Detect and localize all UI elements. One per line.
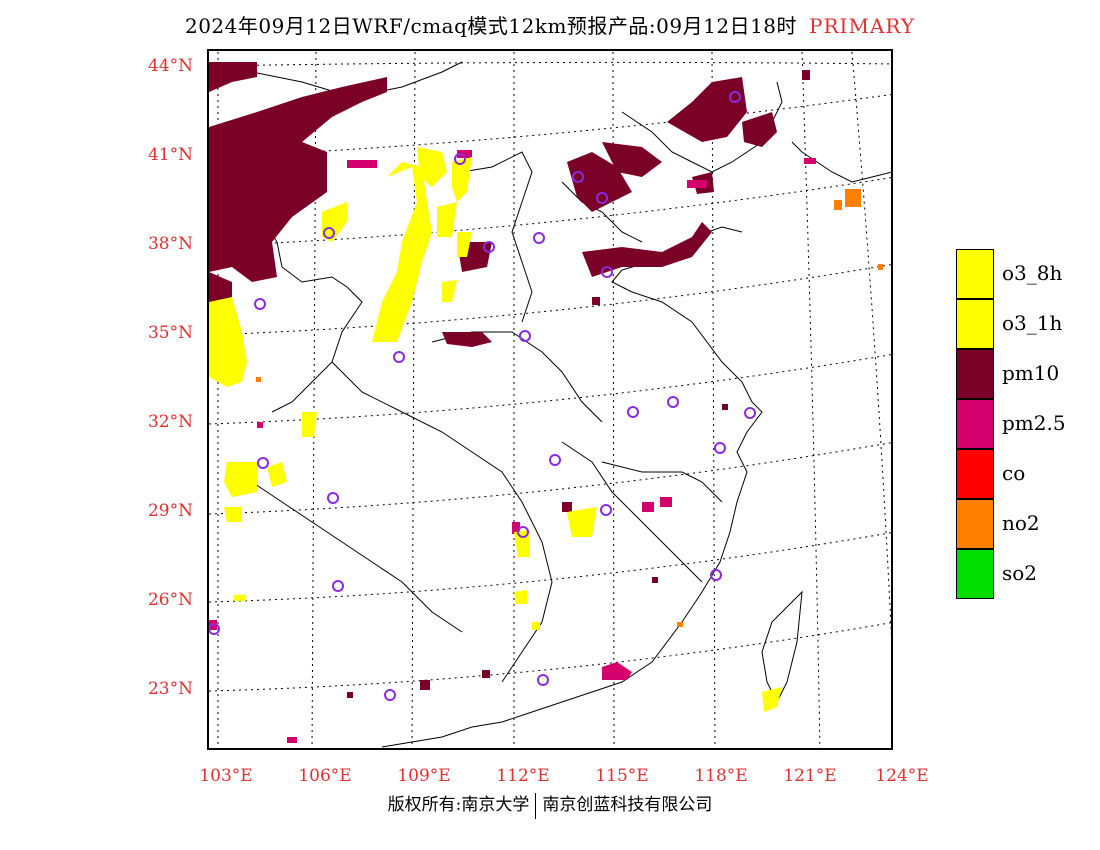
lon-label-124: 124°E xyxy=(875,766,929,786)
footer-university: 版权所有:南京大学 xyxy=(387,795,530,815)
legend-swatch xyxy=(956,549,994,599)
lon-label-103: 103°E xyxy=(199,766,253,786)
map-title: 2024年09月12日WRF/cmaq模式12km预报产品:09月12日18时 P… xyxy=(0,10,1100,39)
title-primary-tag: PRIMARY xyxy=(809,14,916,38)
pm25-areas xyxy=(209,150,816,743)
lat-label-23: 23°N xyxy=(147,679,193,699)
legend-label: so2 xyxy=(1002,561,1038,585)
footer-company: 南京创蓝科技有限公司 xyxy=(542,795,713,815)
lat-label-44: 44°N xyxy=(147,56,193,76)
copyright-footer: 版权所有:南京大学 南京创蓝科技有限公司 xyxy=(0,790,1100,819)
legend-swatch xyxy=(956,449,994,499)
pollutant-map xyxy=(209,51,891,748)
legend-swatch xyxy=(956,499,994,549)
legend-label: co xyxy=(1002,461,1026,485)
lon-label-109: 109°E xyxy=(397,766,451,786)
pm10-areas xyxy=(209,62,810,698)
lon-label-106: 106°E xyxy=(298,766,352,786)
lon-label-112: 112°E xyxy=(496,766,550,786)
no2-areas xyxy=(256,189,883,627)
legend-label: pm2.5 xyxy=(1002,411,1066,435)
legend-label: no2 xyxy=(1002,511,1040,535)
footer-divider xyxy=(535,792,537,819)
legend-label: pm10 xyxy=(1002,361,1060,385)
city-markers xyxy=(209,91,756,701)
lat-label-35: 35°N xyxy=(147,323,193,343)
legend-label: o3_8h xyxy=(1002,261,1063,285)
lat-label-26: 26°N xyxy=(147,590,193,610)
lat-label-32: 32°N xyxy=(147,412,193,432)
lon-label-121: 121°E xyxy=(783,766,837,786)
lon-label-118: 118°E xyxy=(694,766,748,786)
map-panel[interactable] xyxy=(207,49,893,750)
legend-swatch xyxy=(956,399,994,449)
lat-label-41: 41°N xyxy=(147,145,193,165)
lat-label-29: 29°N xyxy=(147,501,193,521)
title-main: 2024年09月12日WRF/cmaq模式12km预报产品:09月12日18时 xyxy=(184,14,798,38)
legend-swatch xyxy=(956,249,994,299)
legend-label: o3_1h xyxy=(1002,311,1063,335)
legend-swatch xyxy=(956,349,994,399)
o3-areas xyxy=(209,147,782,712)
lon-label-115: 115°E xyxy=(595,766,649,786)
legend-swatch xyxy=(956,299,994,349)
lat-label-38: 38°N xyxy=(147,234,193,254)
